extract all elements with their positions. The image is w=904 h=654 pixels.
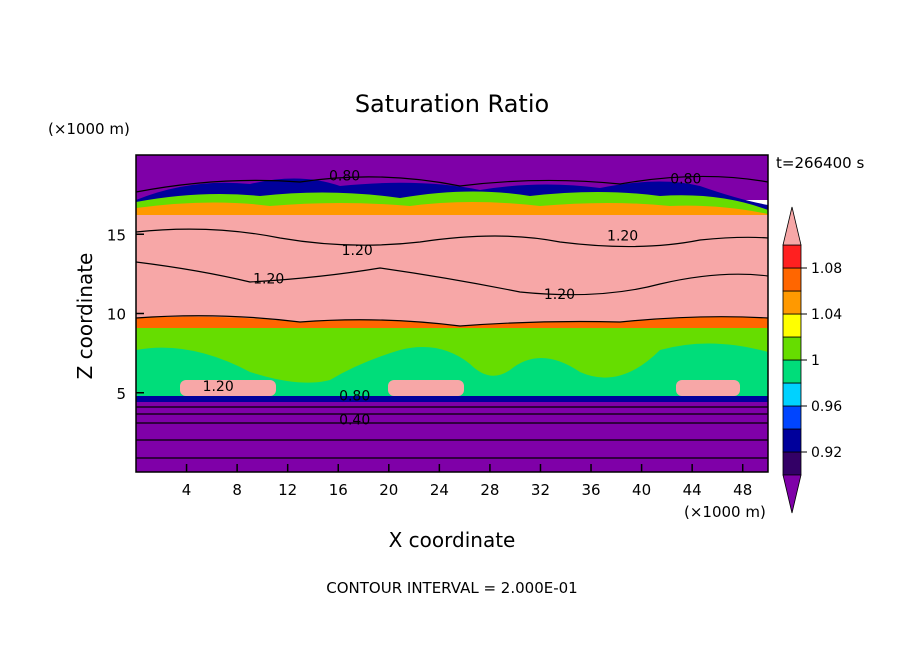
colorbar-over-arrow — [782, 206, 802, 246]
contour-label: 0.80 — [339, 389, 370, 405]
band-lower-transition — [136, 396, 768, 402]
contour-label: 0.40 — [339, 412, 370, 428]
y-tick-label: 5 — [116, 385, 126, 403]
colorbar: 0.92 0.96 1 1.04 1.08 — [782, 206, 842, 514]
x-tick-label: 40 — [632, 481, 651, 499]
band-supersaturated-upper — [136, 215, 768, 330]
y-axis: 5 10 15 — [107, 226, 144, 403]
contour-upper-0p80 — [136, 175, 768, 193]
x-tick-label: 32 — [531, 481, 550, 499]
x-tick-label: 36 — [581, 481, 600, 499]
x-tick-label: 8 — [232, 481, 242, 499]
contour-upper-1p20 — [136, 228, 768, 248]
y-tick-label: 10 — [107, 306, 126, 324]
colorbar-segment — [782, 359, 802, 384]
colorbar-segment — [782, 313, 802, 338]
band-mid-layer-teal — [136, 343, 768, 398]
contour-labels: 0.80 0.80 1.20 1.20 1.20 1.20 1.20 0.80 0.40 — [203, 168, 702, 428]
cloud-base-patch-3 — [676, 380, 740, 396]
x-tick-label: 28 — [480, 481, 499, 499]
contour-label: 1.20 — [607, 229, 638, 245]
cloud-base-patch-1 — [180, 380, 276, 396]
contour-mid-1p20 — [136, 261, 768, 296]
colorbar-label: 0.96 — [811, 399, 842, 415]
contour-interval-footer: CONTOUR INTERVAL = 2.000E-01 — [326, 579, 577, 597]
colorbar-label: 1.04 — [811, 307, 842, 323]
colorbar-segment — [782, 336, 802, 361]
time-label: t=266400 s — [776, 154, 864, 172]
x-tick-label: 12 — [278, 481, 297, 499]
contour-label: 1.20 — [203, 379, 234, 395]
contour-label: 0.80 — [329, 168, 360, 184]
colorbar-segment — [782, 428, 802, 453]
cloud-base-patch-2 — [388, 380, 464, 396]
contour-label: 0.80 — [670, 172, 701, 188]
colorbar-segment — [782, 290, 802, 315]
colorbar-segment — [782, 405, 802, 430]
x-tick-label: 4 — [182, 481, 192, 499]
band-lower-dry — [136, 402, 768, 472]
colorbar-segment — [782, 244, 802, 269]
x-unit-label: (×1000 m) — [684, 503, 766, 521]
contour-label: 1.20 — [342, 243, 373, 259]
y-unit-label: (×1000 m) — [48, 120, 130, 138]
x-axis: 4 8 12 16 20 24 28 32 36 40 44 48 — [182, 464, 752, 499]
colorbar-label: 1 — [811, 353, 820, 369]
colorbar-label: 0.92 — [811, 445, 842, 461]
y-axis-label: Z coordinate — [73, 253, 97, 380]
chart-title: Saturation Ratio — [355, 90, 549, 118]
x-tick-label: 16 — [329, 481, 348, 499]
colorbar-label: 1.08 — [811, 261, 842, 277]
x-tick-label: 24 — [430, 481, 449, 499]
plot-area: 0.80 0.80 1.20 1.20 1.20 1.20 1.20 0.80 0.40 — [136, 155, 768, 472]
contour-cloud-base — [136, 315, 768, 327]
colorbar-segment — [782, 451, 802, 476]
x-tick-label: 44 — [683, 481, 702, 499]
y-tick-label: 15 — [107, 226, 126, 244]
contour-label: 1.20 — [544, 287, 575, 303]
colorbar-segment — [782, 382, 802, 407]
x-axis-label: X coordinate — [389, 528, 516, 552]
x-tick-label: 48 — [733, 481, 752, 499]
colorbar-under-arrow — [782, 474, 802, 514]
contour-lines — [136, 175, 768, 459]
colorbar-segment — [782, 267, 802, 292]
contour-label: 1.20 — [253, 271, 284, 287]
x-tick-label: 20 — [379, 481, 398, 499]
